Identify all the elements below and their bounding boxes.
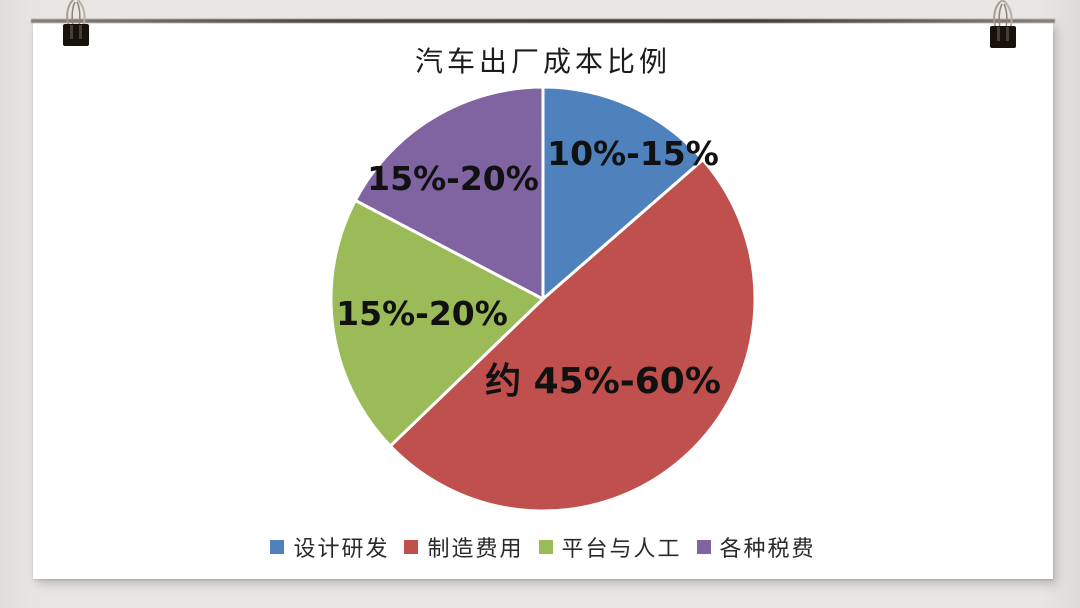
pie-slice-label-3: 15%-20% [336, 294, 508, 333]
legend-item-2: 制造费用 [404, 531, 523, 563]
legend-swatch-icon [404, 540, 419, 554]
legend-label: 平台与人工 [561, 536, 682, 561]
legend-item-3: 平台与人工 [538, 531, 682, 563]
slide-paper: 汽车出厂成本比例 10%-15% 约 45%-60% 15%-20% 15%-20% … [33, 22, 1053, 579]
pie-slice-2 [388, 158, 757, 513]
legend-swatch-icon [270, 540, 285, 554]
pie-slice-label-1: 10%-15% [547, 134, 719, 173]
pie-chart: 10%-15% 约 45%-60% 15%-20% 15%-20% [329, 85, 757, 513]
legend-label: 制造费用 [427, 536, 524, 561]
legend-swatch-icon [538, 540, 553, 554]
pie-slice-3 [329, 198, 545, 448]
pie-slice-1 [541, 85, 705, 301]
pie-slice-4 [353, 85, 545, 301]
binder-clip-icon [63, 0, 89, 46]
legend-item-4: 各种税费 [696, 531, 816, 563]
pie-slice-label-2: 约 45%-60% [485, 361, 721, 402]
legend-swatch-icon [696, 540, 711, 554]
chart-title: 汽车出厂成本比例 [414, 47, 671, 78]
chart-legend: 设计研发 制造费用 平台与人工 各种税费 [33, 531, 1053, 563]
binder-clip-icon [990, 0, 1016, 48]
legend-label: 设计研发 [293, 536, 390, 561]
legend-label: 各种税费 [719, 536, 816, 561]
pie-slice-label-4: 15%-20% [367, 159, 539, 198]
legend-item-1: 设计研发 [270, 531, 389, 563]
